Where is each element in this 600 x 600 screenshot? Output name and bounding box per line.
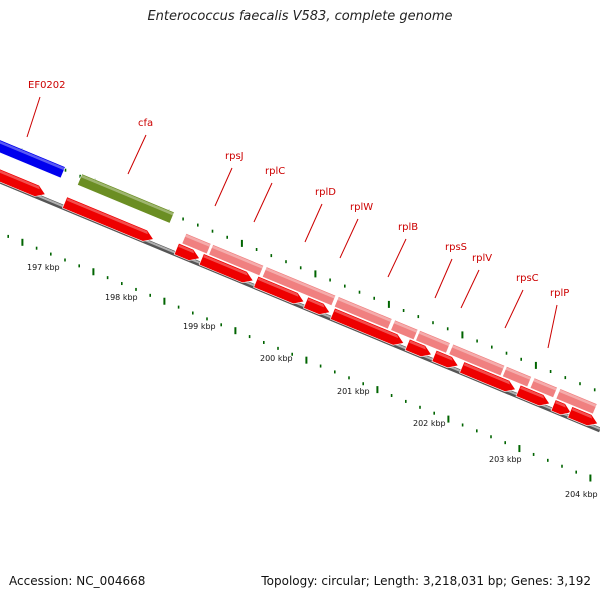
kbp-label: 200 kbp xyxy=(260,354,293,363)
feature-arrow-12-highlight xyxy=(571,407,593,419)
feature-bar-cfa xyxy=(76,173,175,224)
gene-label-rpsC: rpsC xyxy=(516,273,539,284)
feature-arrow-11 xyxy=(550,399,572,416)
feature-arrow-3 xyxy=(198,253,254,284)
feature-arrow-10-highlight xyxy=(520,386,545,399)
feature-bar-operon-8 xyxy=(529,377,558,398)
gene-label-rplC: rplC xyxy=(265,166,285,177)
gene-label-rpsJ: rpsJ xyxy=(225,151,244,162)
gene-callout-line xyxy=(127,134,147,175)
feature-bar-operon-6 xyxy=(448,343,506,377)
feature-arrow-8 xyxy=(431,349,459,369)
feature-bar-EF0202 xyxy=(0,130,66,179)
feature-arrow-10 xyxy=(515,384,551,407)
gene-label-rplW: rplW xyxy=(350,202,373,213)
feature-arrow-0-highlight xyxy=(0,156,40,190)
feature-arrow-11-highlight xyxy=(555,400,566,408)
gene-label-rplB: rplB xyxy=(398,222,418,233)
feature-arrow-3-highlight xyxy=(203,254,248,276)
gene-label-rpsS: rpsS xyxy=(445,242,467,253)
kbp-label: 199 kbp xyxy=(183,322,216,331)
gene-label-cfa: cfa xyxy=(138,118,153,129)
kbp-label: 197 kbp xyxy=(27,263,60,272)
feature-bar-operon-5-highlight xyxy=(418,331,450,347)
gene-labels: EF0202 cfa rpsJ rplC rplD rplW rplB rpsS rplV rps… xyxy=(26,80,569,349)
genome-summary: Topology: circular; Length: 3,218,031 bp… xyxy=(261,574,591,588)
feature-bar-operon-8-highlight xyxy=(533,378,558,391)
feature-arrow-9 xyxy=(459,361,516,392)
feature-bar-operon-9-highlight xyxy=(558,389,597,408)
feature-bar-operon-0 xyxy=(181,232,212,255)
feature-bar-operon-6-highlight xyxy=(451,345,505,369)
feature-arrow-4-highlight xyxy=(257,277,299,297)
gene-label-EF0202: EF0202 xyxy=(28,80,66,91)
feature-arrow-2-highlight xyxy=(178,244,195,254)
feature-arrow-12 xyxy=(567,406,599,427)
gene-label-rplV: rplV xyxy=(472,253,492,264)
gene-callout-line xyxy=(387,238,407,278)
feature-arrow-1-highlight xyxy=(66,198,148,235)
gene-label-rplD: rplD xyxy=(315,187,336,198)
feature-arrow-2 xyxy=(173,242,201,261)
feature-arrow-1 xyxy=(62,196,154,242)
feature-bar-operon-2-highlight xyxy=(265,267,336,299)
feature-bar-operon-7-highlight xyxy=(505,367,532,380)
feature-bar-operon-1-highlight xyxy=(211,245,264,269)
kbp-labels: 197 kbp 198 kbp 199 kbp 200 kbp 201 kbp 202 k… xyxy=(27,263,598,499)
map-title: Enterococcus faecalis V583, complete gen… xyxy=(147,9,453,24)
feature-arrow-5 xyxy=(303,296,331,315)
feature-bar-operon-0-highlight xyxy=(184,234,211,247)
gene-callout-line xyxy=(304,203,323,243)
feature-bar-operon-3 xyxy=(333,296,393,330)
feature-arrow-9-highlight xyxy=(463,363,510,385)
gene-callout-line xyxy=(434,258,453,299)
kbp-label: 204 kbp xyxy=(565,490,598,499)
feature-bar-operon-4 xyxy=(390,319,419,341)
kbp-label: 198 kbp xyxy=(105,293,138,302)
feature-bar-cfa-highlight xyxy=(80,174,174,216)
gene-callout-line xyxy=(214,167,233,207)
feature-bar-operon-9 xyxy=(555,388,598,415)
feature-arrow-6-highlight xyxy=(334,309,399,339)
feature-bar-EF0202-highlight xyxy=(0,131,65,171)
feature-bar-operon-4-highlight xyxy=(393,320,418,333)
feature-arrow-7-highlight xyxy=(409,340,426,350)
feature-bar-operon-3-highlight xyxy=(337,297,392,323)
gene-callout-line xyxy=(547,304,558,349)
gene-callout-line xyxy=(504,289,524,329)
feature-arrow-8-highlight xyxy=(436,351,453,361)
feature-arrow-0 xyxy=(0,155,46,197)
gene-callout-line xyxy=(460,269,480,309)
gene-callout-line xyxy=(26,96,41,138)
kbp-label: 201 kbp xyxy=(337,387,370,396)
feature-bar-operon-5 xyxy=(415,329,451,354)
feature-track xyxy=(0,130,599,427)
gene-callout-line xyxy=(339,218,359,259)
feature-arrow-4 xyxy=(253,275,305,305)
gene-callout-line xyxy=(253,182,273,223)
accession-text: Accession: NC_004668 xyxy=(9,574,146,588)
kbp-label: 202 kbp xyxy=(413,419,446,428)
feature-arrow-6 xyxy=(329,307,405,346)
tick-marks xyxy=(5,144,596,482)
feature-arrow-7 xyxy=(404,338,432,358)
feature-bar-operon-1 xyxy=(208,244,265,277)
feature-arrow-5-highlight xyxy=(307,298,325,308)
features xyxy=(0,130,599,427)
feature-bar-operon-7 xyxy=(502,365,532,388)
kbp-label: 203 kbp xyxy=(489,455,522,464)
feature-bar-operon-2 xyxy=(261,266,337,306)
gene-label-rplP: rplP xyxy=(550,288,569,299)
